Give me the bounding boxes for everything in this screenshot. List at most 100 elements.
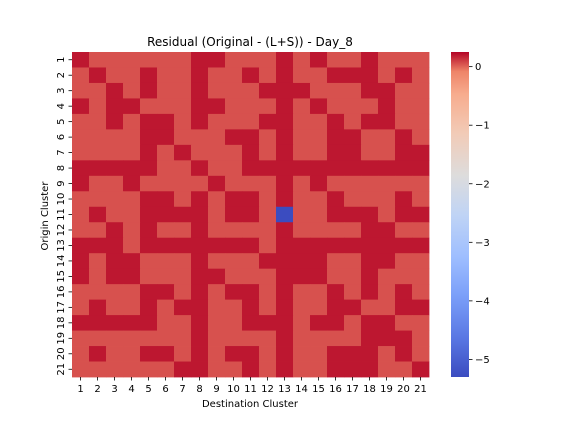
heatmap-cell-18-18 — [361, 315, 379, 331]
heatmap-cell-1-19 — [378, 52, 396, 68]
heatmap-cell-4-10 — [225, 98, 243, 115]
heatmap-cell-2-20 — [395, 67, 413, 84]
y-tick-label-9: 9 — [56, 180, 67, 186]
heatmap-cell-5-17 — [344, 113, 362, 130]
heatmap-cell-3-15 — [310, 82, 328, 99]
heatmap-cell-16-14 — [293, 284, 311, 301]
heatmap-cell-11-19 — [378, 206, 396, 223]
heatmap-cell-5-4 — [123, 113, 141, 130]
heatmap-cell-9-17 — [344, 175, 362, 192]
heatmap-cell-10-19 — [378, 191, 396, 208]
heatmap-cell-19-15 — [310, 330, 328, 347]
heatmap-cell-11-9 — [208, 206, 226, 223]
heatmap-cell-15-2 — [89, 268, 107, 285]
heatmap-cell-10-15 — [310, 191, 328, 208]
heatmap-cell-5-12 — [259, 113, 277, 130]
heatmap-cell-6-2 — [89, 129, 107, 146]
heatmap-cell-7-1 — [72, 144, 90, 161]
heatmap-cell-21-14 — [293, 361, 311, 378]
x-tick-label-9: 9 — [213, 384, 219, 395]
heatmap-cell-9-14 — [293, 175, 311, 192]
heatmap-cell-17-10 — [225, 299, 243, 316]
heatmap-cell-8-10 — [225, 160, 243, 177]
heatmap-cell-17-17 — [344, 299, 362, 316]
heatmap-cell-6-11 — [242, 129, 260, 146]
heatmap-cell-21-12 — [259, 361, 277, 378]
heatmap-cell-9-10 — [225, 175, 243, 192]
heatmap-cell-16-17 — [344, 284, 362, 301]
heatmap-cell-2-13 — [276, 67, 294, 84]
heatmap-cell-14-16 — [327, 253, 345, 270]
heatmap-cell-18-10 — [225, 315, 243, 331]
heatmap-cell-14-2 — [89, 253, 107, 270]
heatmap-cell-11-20 — [395, 206, 413, 223]
heatmap-cell-7-5 — [140, 144, 158, 161]
heatmap-cell-19-1 — [72, 330, 90, 347]
heatmap-cell-4-16 — [327, 98, 345, 115]
heatmap-cell-10-9 — [208, 191, 226, 208]
y-tick-label-20: 20 — [56, 347, 67, 360]
heatmap-cell-11-5 — [140, 206, 158, 223]
heatmap-cell-18-4 — [123, 315, 141, 331]
heatmap-cell-21-18 — [361, 361, 379, 378]
y-axis-label: Origin Cluster — [40, 181, 51, 251]
heatmap-cell-9-7 — [174, 175, 192, 192]
heatmap-cell-4-19 — [378, 98, 396, 115]
heatmap-cell-9-21 — [412, 175, 430, 192]
heatmap-cell-20-13 — [276, 346, 294, 362]
heatmap-cell-15-18 — [361, 268, 379, 285]
heatmap-cell-5-11 — [242, 113, 260, 130]
heatmap-cell-18-16 — [327, 315, 345, 331]
heatmap-cell-14-18 — [361, 253, 379, 270]
heatmap-cell-6-1 — [72, 129, 90, 146]
heatmap-cell-7-20 — [395, 144, 413, 161]
heatmap-cell-19-12 — [259, 330, 277, 347]
heatmap-cell-20-2 — [89, 346, 107, 362]
heatmap-cell-10-8 — [191, 191, 209, 208]
heatmap-cell-14-7 — [174, 253, 192, 270]
heatmap-cell-14-9 — [208, 253, 226, 270]
heatmap-cell-3-16 — [327, 82, 345, 99]
x-tick-label-14: 14 — [295, 384, 308, 395]
heatmap-cell-10-12 — [259, 191, 277, 208]
heatmap-cell-20-5 — [140, 346, 158, 362]
heatmap-cell-10-14 — [293, 191, 311, 208]
heatmap-cell-2-15 — [310, 67, 328, 84]
heatmap-cell-19-5 — [140, 330, 158, 347]
heatmap-cell-16-13 — [276, 284, 294, 301]
x-tick-label-6: 6 — [162, 384, 168, 395]
heatmap-cell-13-16 — [327, 237, 345, 254]
heatmap-cell-1-7 — [174, 52, 192, 68]
x-tick-label-19: 19 — [380, 384, 393, 395]
heatmap-cell-18-1 — [72, 315, 90, 331]
heatmap-cell-7-3 — [106, 144, 124, 161]
heatmap-cell-4-21 — [412, 98, 430, 115]
heatmap-cell-9-19 — [378, 175, 396, 192]
heatmap-cell-3-12 — [259, 82, 277, 99]
heatmap-cell-13-20 — [395, 237, 413, 254]
heatmap-cell-7-19 — [378, 144, 396, 161]
heatmap-cell-12-21 — [412, 222, 430, 239]
heatmap-cell-10-3 — [106, 191, 124, 208]
y-tick-label-7: 7 — [56, 149, 67, 155]
heatmap-cell-5-21 — [412, 113, 430, 130]
heatmap-cell-8-17 — [344, 160, 362, 177]
heatmap-cell-15-16 — [327, 268, 345, 285]
heatmap-cell-11-16 — [327, 206, 345, 223]
heatmap-cell-20-6 — [157, 346, 175, 362]
heatmap-cell-2-11 — [242, 67, 260, 84]
heatmap-cell-6-10 — [225, 129, 243, 146]
heatmap-cell-3-13 — [276, 82, 294, 99]
heatmap-cell-13-5 — [140, 237, 158, 254]
heatmap-cell-4-1 — [72, 98, 90, 115]
heatmap-cell-18-15 — [310, 315, 328, 331]
heatmap-cell-21-21 — [412, 361, 430, 378]
x-tick-label-1: 1 — [77, 384, 83, 395]
heatmap-cell-10-13 — [276, 191, 294, 208]
heatmap-cell-4-17 — [344, 98, 362, 115]
heatmap-cell-16-10 — [225, 284, 243, 301]
heatmap-cell-16-16 — [327, 284, 345, 301]
heatmap-cell-5-7 — [174, 113, 192, 130]
heatmap-cell-1-12 — [259, 52, 277, 68]
